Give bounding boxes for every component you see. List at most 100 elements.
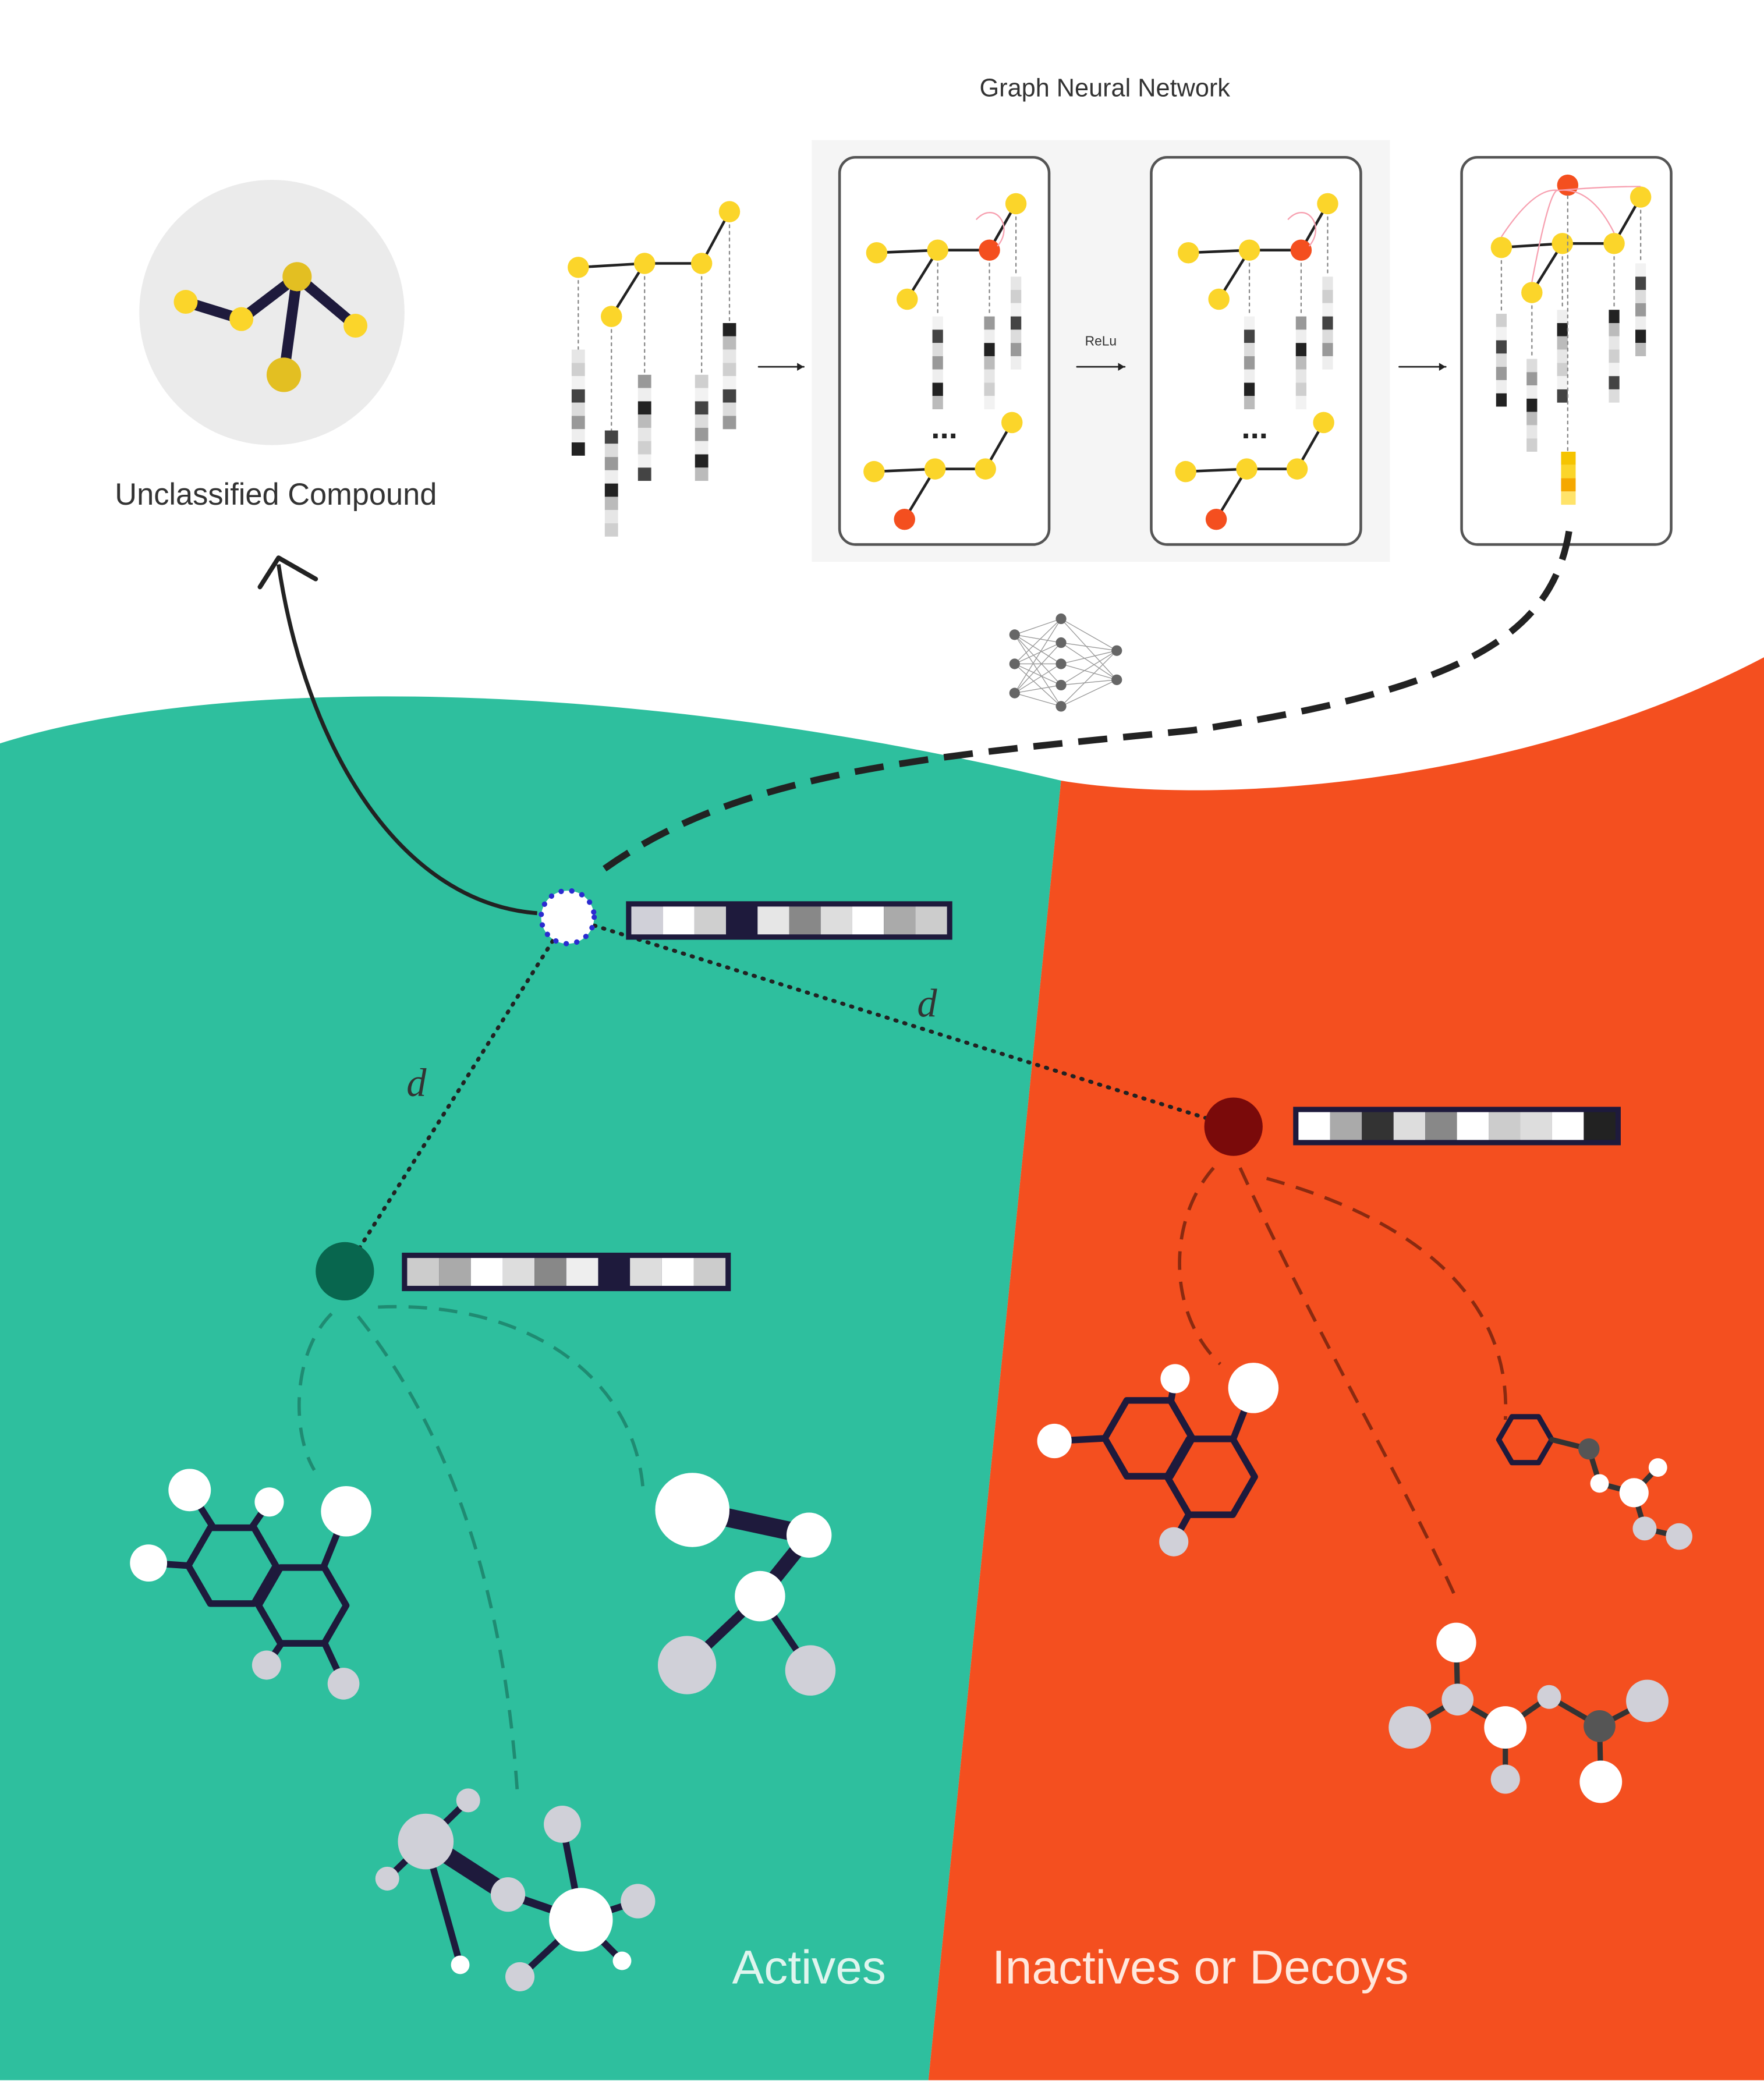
graph-node: [1001, 412, 1023, 434]
feature-cell: [932, 329, 943, 343]
graph-node: [979, 239, 1000, 261]
atom: [1484, 1706, 1527, 1749]
feature-cell: [1496, 327, 1507, 341]
feature-cell: [1322, 276, 1333, 290]
feature-cell: [1557, 336, 1568, 350]
atom: [451, 1955, 470, 1974]
feature-cell: [1010, 329, 1022, 343]
feature-cell: [637, 401, 651, 415]
atom: [168, 1469, 211, 1512]
graph-node: [1236, 458, 1258, 480]
bond: [1014, 634, 1062, 665]
feature-cell: [1635, 263, 1646, 277]
bond: [1014, 642, 1062, 665]
feature-cell: [1295, 382, 1307, 396]
bond: [1060, 663, 1117, 680]
feature-cell: [1557, 363, 1568, 377]
atom: [1648, 1458, 1667, 1477]
actives-label: Actives: [732, 1941, 886, 1994]
nn-node: [1009, 687, 1020, 699]
feature-cell: [1295, 369, 1307, 383]
bond: [1060, 679, 1117, 707]
embedding-cell: [693, 1258, 726, 1286]
drawing-layer: [130, 140, 1692, 1991]
feature-cell: [984, 396, 995, 410]
feature-cell: [571, 349, 585, 363]
atom: [657, 1636, 717, 1694]
feature-cell: [1244, 369, 1255, 383]
graph-node: [690, 253, 713, 274]
cluster-link: [1238, 1167, 1458, 1600]
atom: [229, 307, 254, 331]
atom: [786, 1512, 832, 1558]
ring: [1496, 1414, 1555, 1466]
actives-region: [0, 696, 1061, 2080]
feature-cell: [571, 376, 585, 389]
embedding-cell: [1298, 1112, 1330, 1140]
embedding-cell: [630, 1258, 662, 1286]
embedding-cell: [407, 1258, 440, 1286]
feature-cell: [695, 388, 709, 402]
embedding-cell: [726, 906, 758, 935]
bond: [1060, 642, 1117, 680]
embedding-cell: [884, 906, 916, 935]
atom: [343, 314, 368, 338]
atom: [490, 1877, 526, 1912]
bond: [1014, 642, 1062, 694]
embedding-cell: [663, 906, 695, 935]
atom: [1579, 1760, 1623, 1803]
feature-cell: [1244, 343, 1255, 356]
nn-node: [1009, 658, 1020, 669]
bond: [1060, 650, 1117, 665]
feature-cell: [1557, 322, 1568, 336]
bond: [1014, 618, 1062, 694]
feature-cell: [637, 467, 651, 481]
classify-arrow: [277, 564, 537, 916]
atom: [1578, 1438, 1600, 1460]
feature-cell: [571, 389, 585, 403]
feature-cell: [604, 483, 618, 497]
feature-cell: [1244, 396, 1255, 410]
nn-node: [1055, 658, 1067, 669]
embedding-cell: [1552, 1112, 1584, 1140]
cluster-link: [356, 1315, 519, 1792]
feature-cell: [695, 374, 709, 388]
embedding-cell: [470, 1258, 503, 1286]
feature-cell: [1609, 310, 1620, 323]
feature-cell: [604, 470, 618, 484]
feature-cell: [1635, 316, 1646, 330]
atom: [1584, 1710, 1616, 1742]
feature-cell: [604, 430, 618, 444]
atom: [655, 1473, 730, 1547]
graph-node: [1178, 242, 1199, 264]
graph-node: [1317, 193, 1338, 215]
embedding-path: [601, 530, 1572, 873]
feature-cell: [1010, 290, 1022, 303]
atom: [321, 1486, 371, 1537]
feature-cell: [1557, 376, 1568, 389]
graph-node: [601, 306, 622, 327]
feature-cell: [604, 523, 618, 537]
embedding-cell: [1489, 1112, 1521, 1140]
feature-cell: [984, 382, 995, 396]
feature-cell: [695, 427, 709, 441]
graph-node: [1208, 288, 1230, 310]
embedding-cell: [1561, 478, 1576, 492]
feature-cell: [984, 356, 995, 370]
gnn-title: Graph Neural Network: [980, 74, 1231, 102]
embedding-cell: [1457, 1112, 1489, 1140]
feature-cell: [1496, 353, 1507, 367]
graph-node: [897, 288, 918, 310]
feature-cell: [695, 467, 709, 481]
embedding-cell: [1561, 491, 1576, 505]
embedding-cell: [598, 1258, 630, 1286]
feature-cell: [932, 343, 943, 356]
feature-cell: [1557, 349, 1568, 363]
active-prototype: [316, 1242, 374, 1301]
graph-node: [633, 253, 656, 274]
feature-cell: [637, 454, 651, 468]
bond: [1014, 634, 1062, 643]
graph-node: [924, 458, 946, 480]
feature-cell: [1526, 372, 1538, 386]
